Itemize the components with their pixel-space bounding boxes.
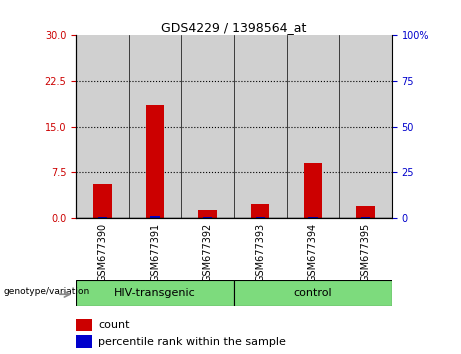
Text: HIV-transgenic: HIV-transgenic [114, 288, 196, 298]
Bar [251, 204, 270, 218]
Bar [339, 35, 392, 218]
Bar [198, 210, 217, 218]
Bar [76, 35, 129, 218]
Text: percentile rank within the sample: percentile rank within the sample [98, 337, 286, 347]
Bar [76, 280, 234, 306]
Bar [129, 35, 181, 218]
Bar [255, 217, 265, 218]
Bar [287, 35, 339, 218]
Bar [361, 217, 370, 218]
Bar [98, 217, 107, 218]
Text: control: control [294, 288, 332, 298]
Bar [76, 335, 92, 348]
Bar [181, 35, 234, 218]
Bar [146, 105, 164, 218]
Text: genotype/variation: genotype/variation [4, 287, 90, 296]
Bar [234, 280, 392, 306]
Bar [308, 217, 318, 218]
Text: count: count [98, 320, 130, 330]
Bar [76, 319, 92, 331]
Bar [234, 35, 287, 218]
Bar [304, 163, 322, 218]
Title: GDS4229 / 1398564_at: GDS4229 / 1398564_at [161, 21, 307, 34]
Bar [356, 206, 375, 218]
Bar [150, 216, 160, 218]
Bar [93, 184, 112, 218]
